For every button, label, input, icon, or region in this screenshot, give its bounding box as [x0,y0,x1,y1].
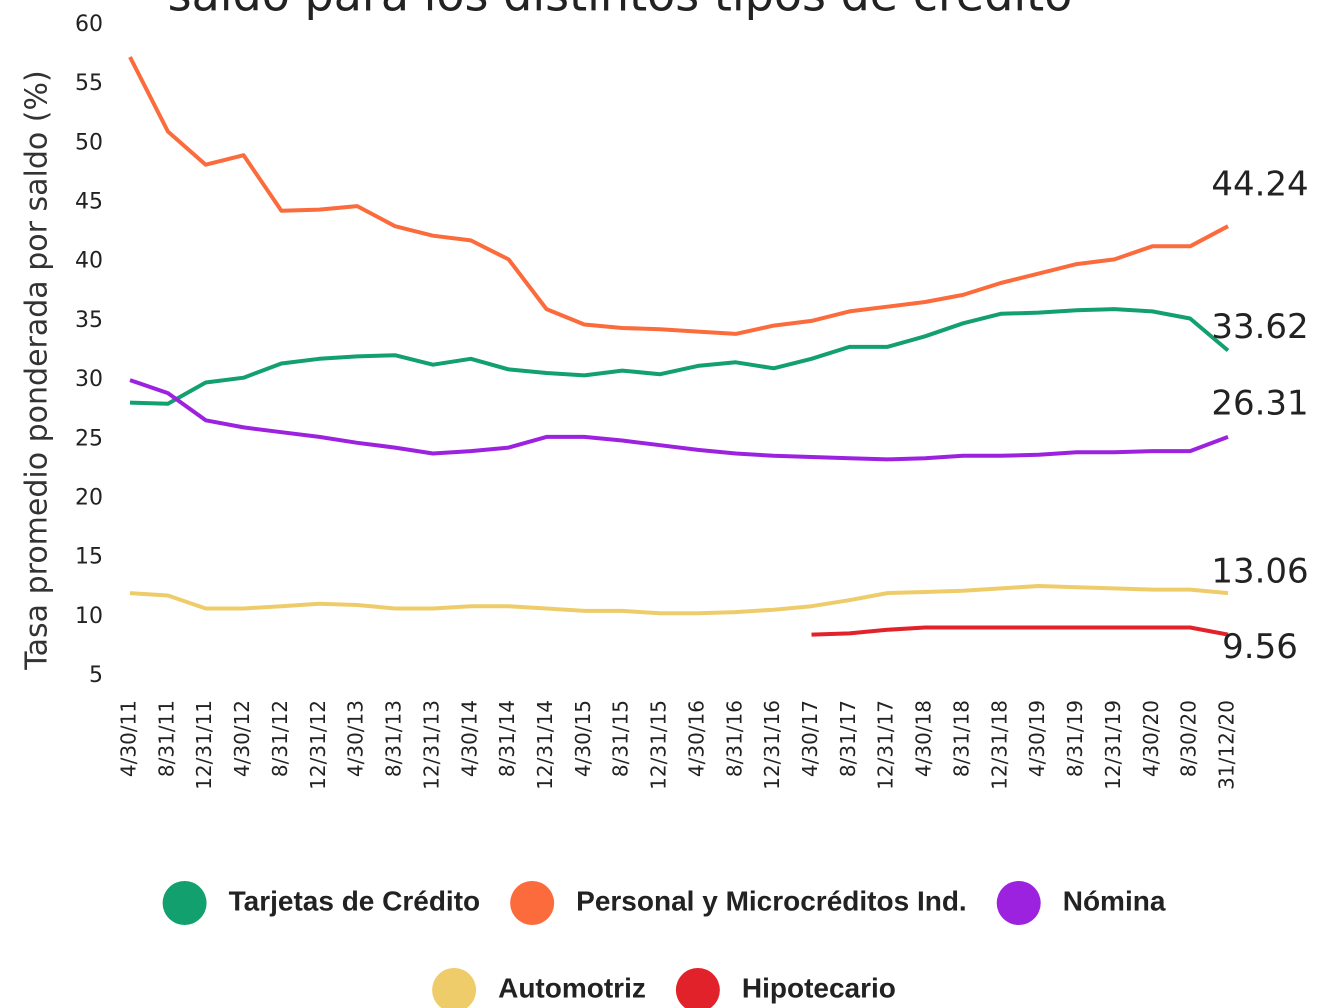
x-tick-label: 8/31/12 [268,700,292,777]
y-tick-label: 55 [75,71,103,96]
chart-title: saldo para los distintos tipos de crédit… [168,0,1073,22]
legend-marker [432,968,477,1008]
y-tick-label: 20 [75,485,103,510]
x-tick-label: 12/31/15 [647,700,671,790]
x-tick-label: 4/30/11 [117,700,141,777]
y-tick-label: 60 [75,12,103,37]
x-tick-label: 12/31/13 [419,700,443,790]
x-tick-label: 12/31/11 [192,700,216,790]
x-tick-label: 12/31/16 [760,700,784,790]
x-tick-label: 4/30/18 [912,700,936,777]
line [129,584,1229,616]
legend-label: Tarjetas de Crédito [229,885,481,916]
x-tick-label: 4/30/13 [344,700,368,777]
x-tick-label: 12/31/12 [306,700,330,790]
y-axis-label: Tasa promedio ponderada por saldo (%) [20,70,55,670]
legend-label: Personal y Microcréditos Ind. [576,885,967,916]
x-tick-label: 4/30/17 [798,700,822,777]
legend-marker [675,968,720,1008]
end-label: 33.62 [1211,307,1308,347]
end-label: 13.06 [1211,552,1308,592]
y-tick-label: 35 [75,308,103,333]
legend-label: Automotriz [498,972,646,1003]
y-tick-label: 50 [75,130,103,155]
x-tick-label: 8/31/13 [382,700,406,777]
x-tick-label: 8/31/14 [495,700,519,777]
x-tick-label: 12/31/19 [1101,700,1125,790]
x-tick-label: 12/31/14 [533,700,557,790]
x-tick-label: 8/31/17 [836,700,860,777]
y-tick-label: 10 [75,604,103,629]
legend-marker [996,881,1041,925]
x-tick-label: 4/30/20 [1139,700,1163,777]
line [128,56,1229,336]
x-tick-label: 8/30/20 [1177,700,1201,777]
end-label: 9.56 [1222,627,1298,667]
x-tick-label: 4/30/12 [230,700,254,777]
y-tick-label: 25 [75,426,103,451]
y-tick-label: 30 [75,367,103,392]
line [129,307,1230,406]
end-label: 26.31 [1211,383,1308,423]
legend-marker [510,881,555,925]
y-tick-label: 15 [75,545,103,570]
line [129,378,1229,462]
x-tick-label: 31/12/20 [1215,700,1239,790]
x-tick-label: 12/31/18 [987,700,1011,790]
y-tick-label: 45 [75,190,103,215]
x-tick-label: 8/31/16 [722,700,746,777]
x-tick-label: 8/31/18 [949,700,973,777]
legend-label: Hipotecario [742,972,896,1003]
x-tick-label: 8/31/15 [609,700,633,777]
x-tick-label: 8/31/19 [1063,700,1087,777]
y-tick-label: 5 [89,663,103,688]
x-tick-label: 4/30/15 [571,700,595,777]
end-label: 44.24 [1211,165,1308,205]
legend-label: Nómina [1063,885,1166,916]
x-tick-label: 12/31/17 [874,700,898,790]
y-tick-label: 40 [75,249,103,274]
x-tick-label: 8/31/11 [154,700,178,777]
x-tick-label: 4/30/16 [684,700,708,777]
line [811,625,1229,637]
legend-marker [162,881,207,925]
x-tick-label: 4/30/19 [1025,700,1049,777]
x-tick-label: 4/30/14 [457,700,481,777]
